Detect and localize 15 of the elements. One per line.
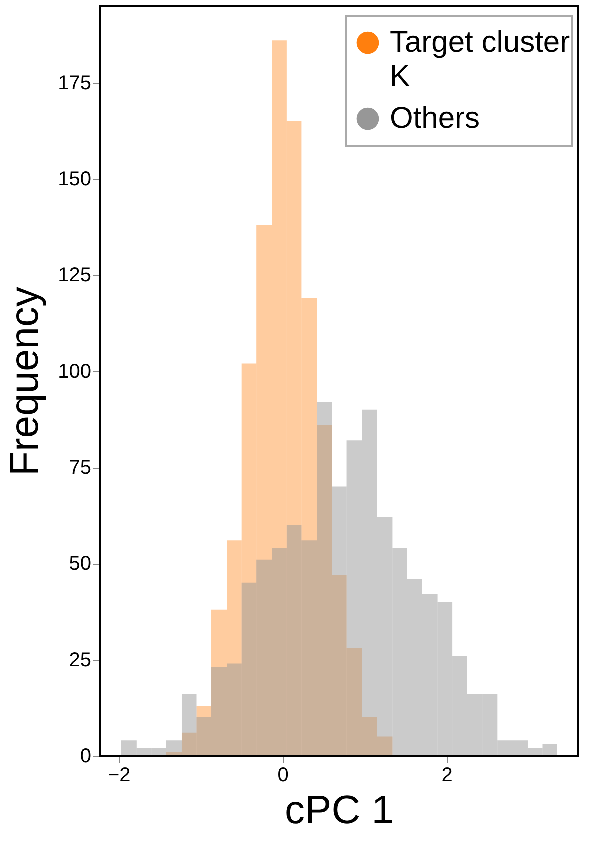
y-tick-label: 125 [58,264,92,287]
y-tick-label: 100 [58,360,92,383]
y-tick-label: 25 [69,649,92,672]
x-axis-title: cPC 1 [285,788,394,832]
legend-label: Others [390,102,480,135]
y-tick-label: 50 [69,553,92,576]
x-tick-label: 2 [442,764,453,786]
x-tick-label: −2 [108,764,131,786]
y-tick-label: 150 [58,168,92,191]
y-tick-label: 175 [58,72,92,94]
legend-label: Target cluster K [390,26,570,93]
y-axis-title: Frequency [3,287,48,476]
x-tick-label: 0 [278,764,289,786]
y-tick-label: 75 [69,457,92,480]
y-tick-label: 0 [80,746,92,768]
